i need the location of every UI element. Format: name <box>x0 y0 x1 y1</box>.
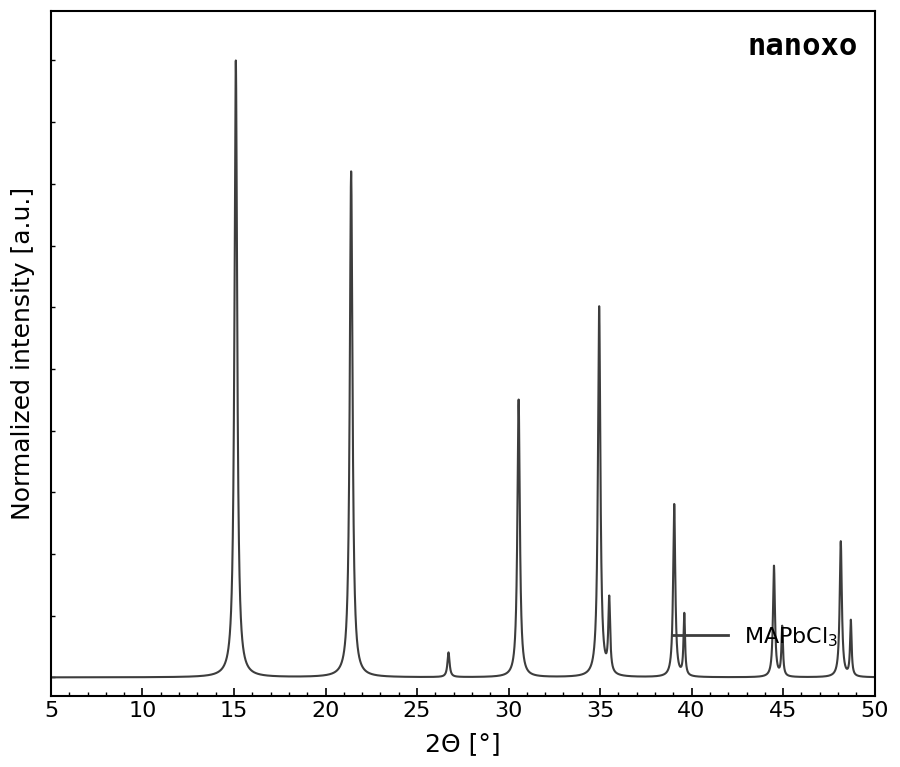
X-axis label: 2Θ [°]: 2Θ [°] <box>425 732 500 756</box>
Legend: MAPbCl$_3$: MAPbCl$_3$ <box>664 616 847 657</box>
Text: nanoxo: nanoxo <box>748 31 859 61</box>
Y-axis label: Normalized intensity [a.u.]: Normalized intensity [a.u.] <box>11 187 35 520</box>
